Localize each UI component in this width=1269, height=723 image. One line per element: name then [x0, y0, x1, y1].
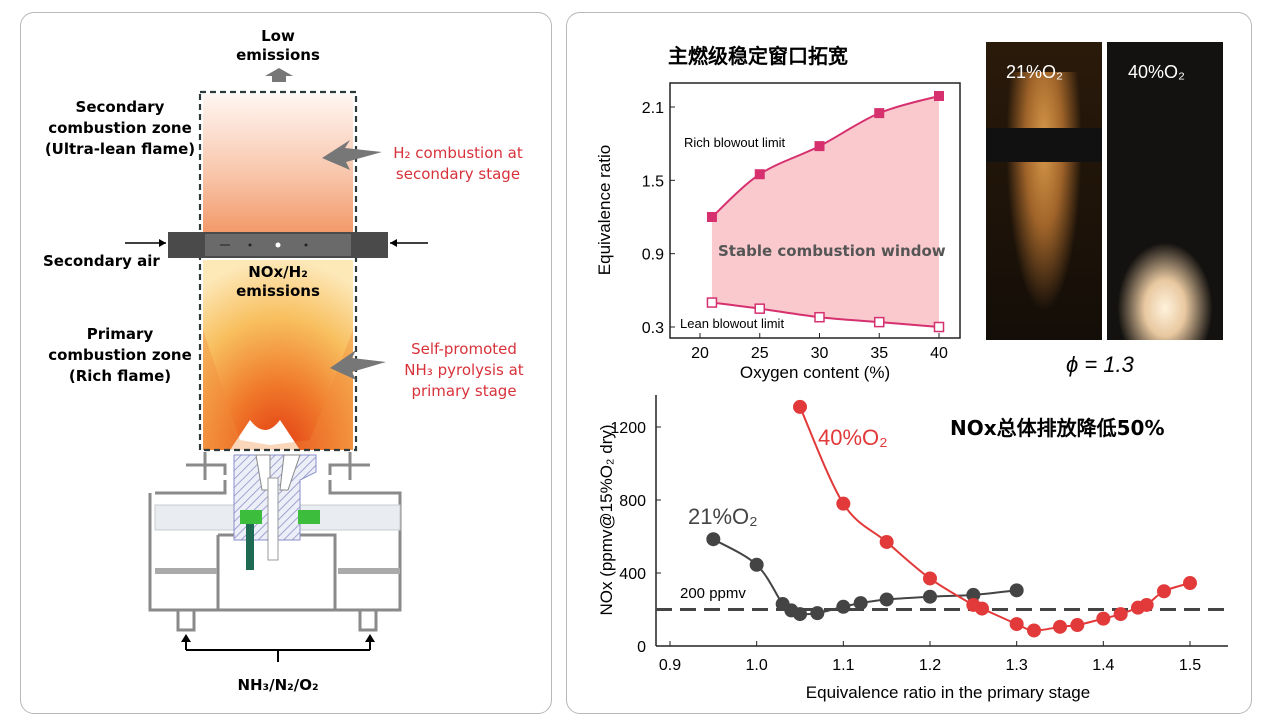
y-tick-label: 800 — [619, 493, 646, 510]
inlet-label: NH₃/N₂/O₂ — [237, 676, 319, 694]
series-point-1 — [1009, 617, 1024, 632]
rich-limit-point — [814, 141, 825, 152]
series-point-1 — [793, 399, 807, 414]
photo-label-21: 21%O₂ — [1006, 62, 1064, 82]
x-tick-label: 20 — [691, 345, 709, 362]
exhaust-arrow-icon — [265, 68, 293, 82]
photo-label-40: 40%O₂ — [1128, 62, 1186, 82]
series-point-0 — [853, 596, 868, 611]
series-point-0 — [793, 607, 807, 622]
flame-photo-21 — [986, 42, 1102, 340]
y-tick-label: 0 — [637, 639, 646, 656]
nox-chart-title: NOx总体排放降低50% — [950, 416, 1165, 440]
pointer-arrow-icon — [330, 350, 386, 380]
low-emissions-label: Low emissions — [236, 27, 320, 64]
lean-limit-point — [754, 303, 765, 314]
series-point-0 — [1009, 583, 1024, 598]
y-axis-label: Equivalence ratio — [595, 145, 614, 275]
y-tick-label: 0.3 — [642, 320, 664, 337]
lean-limit-point — [814, 311, 825, 323]
series-point-0 — [836, 599, 851, 614]
stable-window-fill — [711, 96, 939, 327]
series-point-1 — [1183, 576, 1197, 591]
series-point-0 — [879, 592, 894, 607]
series-label-21: 21%O₂ — [688, 504, 758, 529]
series-point-1 — [1053, 619, 1067, 634]
x-axis-label: Oxygen content (%) — [740, 363, 890, 382]
y-axis-label: NOx (ppmv@15%O₂ dry) — [597, 424, 616, 615]
y-tick-label: 1.5 — [642, 173, 664, 190]
series-point-1 — [1027, 623, 1041, 638]
phi-caption: ϕ = 1.3 — [1066, 352, 1134, 377]
pointer-arrow-icon — [322, 140, 382, 170]
x-tick-label: 1.1 — [832, 657, 854, 674]
flame-photo-40 — [1107, 42, 1223, 340]
lean-limit-point — [933, 321, 945, 333]
x-tick-label: 25 — [751, 345, 769, 362]
series-point-1 — [1113, 607, 1128, 622]
series-point-0 — [923, 589, 937, 604]
series-point-1 — [1157, 584, 1171, 599]
lean-limit-point — [706, 297, 718, 308]
series-label-40: 40%O₂ — [818, 425, 888, 450]
window-chart-title: 主燃级稳定窗口拓宽 — [668, 44, 848, 68]
nox-h2-label: NOx/H₂ emissions — [236, 263, 320, 300]
series-point-1 — [923, 571, 937, 586]
series-point-1 — [1070, 618, 1085, 633]
secondary-air-label: Secondary air — [43, 252, 160, 270]
green-nozzle — [240, 510, 262, 524]
x-tick-label: 30 — [811, 345, 829, 362]
series-point-0 — [749, 557, 764, 572]
series-point-0 — [810, 606, 825, 621]
plot-frame — [669, 82, 961, 339]
reference-line-label: 200 ppmv — [680, 585, 746, 602]
zone-dashed-box — [198, 90, 358, 452]
series-point-1 — [879, 534, 894, 549]
x-tick-label: 1.0 — [746, 657, 768, 674]
x-tick-label: 1.4 — [1092, 657, 1114, 674]
series-point-0 — [706, 532, 721, 547]
y-tick-label: 0.9 — [642, 247, 664, 264]
primary-zone-label: Primary combustion zone (Rich flame) — [48, 325, 192, 385]
x-tick-label: 1.3 — [1006, 657, 1028, 674]
x-tick-label: 40 — [930, 345, 948, 362]
lean-limit-label: Lean blowout limit — [680, 316, 784, 331]
lean-limit-point — [874, 316, 885, 328]
h2-combustion-annotation: H₂ combustion at secondary stage — [393, 144, 523, 183]
series-point-1 — [836, 496, 851, 511]
x-axis-label: Equivalence ratio in the primary stage — [806, 683, 1090, 702]
series-point-1 — [975, 601, 989, 616]
series-point-1 — [1139, 597, 1154, 612]
x-tick-label: 1.5 — [1179, 657, 1201, 674]
rich-limit-label: Rich blowout limit — [684, 135, 786, 150]
x-tick-label: 0.9 — [659, 657, 681, 674]
y-tick-label: 400 — [619, 566, 646, 583]
series-point-1 — [1096, 611, 1111, 626]
rich-limit-point — [934, 91, 944, 101]
secondary-flame — [203, 94, 353, 232]
nh3-pyrolysis-annotation: Self-promoted NH₃ pyrolysis at primary s… — [404, 340, 524, 400]
y-tick-label: 2.1 — [642, 100, 664, 117]
fill-label: Stable combustion window — [718, 242, 946, 260]
x-tick-label: 35 — [870, 345, 888, 362]
primary-flame — [203, 260, 353, 450]
secondary-zone-label: Secondary combustion zone (Ultra-lean fl… — [44, 98, 196, 158]
rich-limit-point — [874, 108, 885, 119]
x-tick-label: 1.2 — [919, 657, 941, 674]
y-tick-label: 1200 — [610, 420, 646, 437]
series-point-0 — [966, 587, 981, 602]
rich-limit-point — [754, 169, 765, 180]
rich-limit-point — [706, 212, 717, 222]
